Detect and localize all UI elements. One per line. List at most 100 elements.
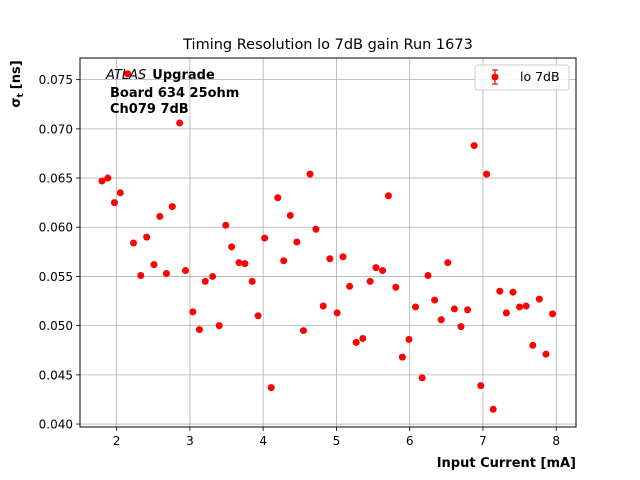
x-gridlines bbox=[116, 58, 557, 427]
channel-label: Ch079 7dB bbox=[110, 102, 189, 117]
data-point bbox=[437, 316, 445, 324]
data-point bbox=[333, 309, 341, 317]
data-point bbox=[359, 334, 367, 342]
x-tick-label: 5 bbox=[333, 434, 341, 448]
data-point bbox=[319, 302, 327, 310]
data-point bbox=[366, 277, 374, 285]
data-point bbox=[241, 260, 249, 268]
upgrade-label: Upgrade bbox=[152, 68, 215, 83]
data-point bbox=[326, 255, 334, 263]
data-point bbox=[352, 338, 360, 346]
legend-marker bbox=[491, 73, 499, 81]
x-tick-label: 6 bbox=[406, 434, 414, 448]
y-tick-label: 0.055 bbox=[39, 270, 73, 284]
data-point bbox=[209, 272, 217, 280]
data-point bbox=[222, 221, 230, 229]
data-point bbox=[182, 267, 190, 275]
data-point bbox=[124, 70, 132, 78]
y-tick-label: 0.070 bbox=[39, 122, 73, 136]
data-point bbox=[372, 264, 380, 272]
x-axis-label: Input Current [mA] bbox=[437, 456, 576, 471]
data-point bbox=[489, 405, 497, 413]
legend: lo 7dB bbox=[474, 64, 570, 91]
data-point bbox=[522, 302, 530, 310]
data-point bbox=[116, 189, 124, 197]
data-point bbox=[293, 238, 301, 246]
data-point bbox=[542, 350, 550, 358]
chart-title: Timing Resolution lo 7dB gain Run 1673 bbox=[182, 37, 473, 53]
data-point bbox=[201, 277, 209, 285]
legend-label: lo 7dB bbox=[520, 69, 560, 84]
data-point bbox=[110, 199, 118, 207]
data-point bbox=[168, 203, 176, 211]
y-tick-label: 0.075 bbox=[39, 73, 73, 87]
data-points bbox=[98, 70, 557, 413]
data-point bbox=[195, 326, 203, 334]
data-point bbox=[267, 384, 275, 392]
data-point bbox=[535, 295, 543, 303]
data-point bbox=[444, 259, 452, 267]
data-point bbox=[176, 119, 184, 127]
data-point bbox=[254, 312, 262, 320]
data-point bbox=[496, 287, 504, 295]
y-axis-label-unit: [ns] bbox=[9, 60, 24, 89]
y-gridlines bbox=[80, 79, 576, 425]
data-point bbox=[346, 282, 354, 290]
data-point bbox=[392, 283, 400, 291]
data-point bbox=[248, 277, 256, 285]
data-point bbox=[299, 327, 307, 335]
data-point bbox=[464, 306, 472, 314]
data-point bbox=[104, 174, 112, 182]
data-point bbox=[529, 341, 537, 349]
data-point bbox=[424, 271, 432, 279]
data-point bbox=[509, 288, 517, 296]
data-point bbox=[235, 259, 243, 267]
data-point bbox=[189, 308, 197, 316]
data-point bbox=[431, 296, 439, 304]
data-point bbox=[477, 382, 485, 390]
x-axis-ticks: 2 3 4 5 6 7 8 bbox=[113, 427, 560, 448]
x-tick-label: 2 bbox=[113, 434, 121, 448]
y-axis-label: σt [ns] bbox=[9, 60, 26, 107]
data-point bbox=[156, 212, 164, 220]
data-point bbox=[516, 303, 524, 311]
legend-box bbox=[474, 64, 570, 91]
y-tick-label: 0.045 bbox=[39, 368, 73, 382]
data-point bbox=[274, 194, 282, 202]
data-point bbox=[339, 253, 347, 261]
y-tick-label: 0.065 bbox=[39, 172, 73, 186]
data-point bbox=[379, 267, 387, 275]
data-point bbox=[483, 170, 491, 178]
board-label: Board 634 25ohm bbox=[110, 86, 239, 101]
data-point bbox=[549, 310, 557, 318]
data-point bbox=[228, 243, 236, 251]
y-axis-label-subscript: t bbox=[16, 93, 26, 98]
data-point bbox=[398, 353, 406, 361]
data-point bbox=[162, 269, 170, 277]
data-point bbox=[98, 177, 106, 185]
data-point bbox=[412, 303, 420, 311]
y-tick-label: 0.060 bbox=[39, 221, 73, 235]
x-tick-label: 7 bbox=[479, 434, 487, 448]
atlas-annotation: ATLAS Upgrade Board 634 25ohm Ch079 7dB bbox=[105, 68, 239, 117]
x-tick-label: 8 bbox=[552, 434, 560, 448]
y-tick-label: 0.050 bbox=[39, 319, 73, 333]
data-point bbox=[286, 211, 294, 219]
data-point bbox=[261, 234, 269, 242]
data-point bbox=[129, 239, 137, 247]
data-point bbox=[150, 261, 158, 269]
y-axis-ticks: 0.040 0.045 0.050 0.055 0.060 0.065 0.070 0.075 bbox=[39, 73, 80, 432]
data-point bbox=[405, 335, 413, 343]
data-point bbox=[457, 323, 465, 331]
data-point bbox=[137, 271, 145, 279]
data-point bbox=[502, 309, 510, 317]
data-point bbox=[215, 322, 223, 330]
data-point bbox=[306, 170, 314, 178]
data-point bbox=[418, 374, 426, 382]
data-point bbox=[143, 233, 151, 241]
x-tick-label: 3 bbox=[186, 434, 194, 448]
y-tick-label: 0.040 bbox=[39, 418, 73, 432]
data-point bbox=[280, 257, 288, 265]
